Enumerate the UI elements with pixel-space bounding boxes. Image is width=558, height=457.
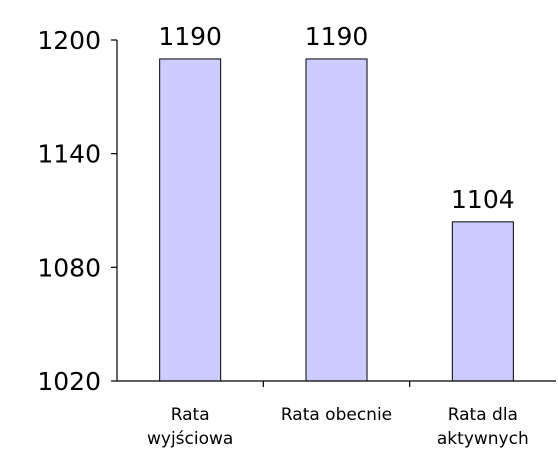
y-tick-label: 1020 xyxy=(37,367,101,396)
data-label: 1104 xyxy=(451,185,515,214)
bars-layer xyxy=(159,58,514,382)
bar xyxy=(159,58,222,382)
data-label: 1190 xyxy=(305,22,369,51)
axes xyxy=(116,40,556,382)
x-axis-ticks: Rata wyjściowa Rata obecnie Rata dla aktywny… xyxy=(147,381,529,449)
data-label: 1190 xyxy=(158,22,222,51)
y-tick-label: 1080 xyxy=(37,253,101,282)
category-label-line: Rata obecnie xyxy=(281,405,392,425)
category-label-line: Rata xyxy=(171,405,210,425)
y-tick-label: 1140 xyxy=(37,140,101,169)
bar xyxy=(305,58,368,382)
category-label: Rata wyjściowa xyxy=(147,405,233,449)
category-label-line: wyjściowa xyxy=(147,429,233,449)
category-label: Rata obecnie xyxy=(281,405,392,425)
y-axis-ticks: 1020 1080 1140 1200 xyxy=(37,26,117,396)
data-labels: 1190 1190 1104 xyxy=(158,22,514,214)
category-label-line: aktywnych xyxy=(437,429,529,449)
bar xyxy=(451,221,514,382)
y-tick-label: 1200 xyxy=(37,26,101,55)
category-label-line: Rata dla xyxy=(448,405,518,425)
category-label: Rata dla aktywnych xyxy=(437,405,529,449)
